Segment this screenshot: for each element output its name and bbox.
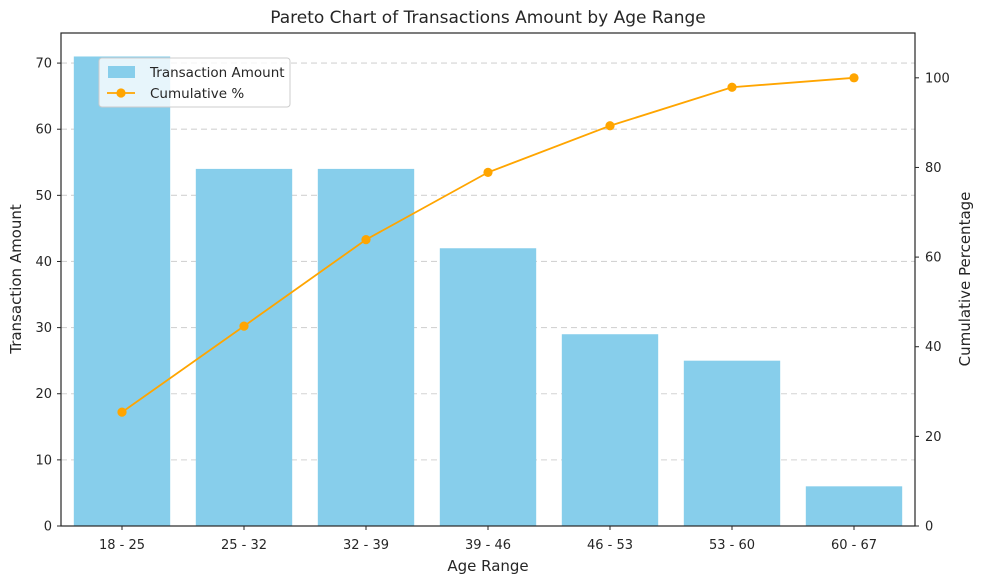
y-tick-label: 20 bbox=[35, 387, 52, 402]
y2-tick-label: 100 bbox=[925, 71, 950, 86]
y-tick-label: 10 bbox=[35, 453, 52, 468]
x-tick-label: 25 - 32 bbox=[221, 538, 267, 553]
y2-tick-label: 20 bbox=[925, 430, 942, 445]
axes: 0 10 20 30 40 50 60 70 0 20 40 60 80 100 18 - 25 25 - 3… bbox=[35, 57, 949, 553]
y2-tick-label: 80 bbox=[925, 161, 942, 176]
bar bbox=[317, 168, 415, 526]
cumulative-point bbox=[361, 235, 371, 245]
x-tick-label: 18 - 25 bbox=[99, 538, 145, 553]
bar-series bbox=[73, 56, 903, 526]
y2-tick-label: 40 bbox=[925, 340, 942, 355]
legend-swatch-marker bbox=[116, 88, 126, 98]
x-tick-label: 60 - 67 bbox=[831, 538, 877, 553]
bar bbox=[561, 334, 659, 526]
cumulative-point bbox=[239, 321, 249, 331]
y2-tick-label: 0 bbox=[925, 520, 933, 535]
x-tick-label: 53 - 60 bbox=[709, 538, 755, 553]
x-axis-label: Age Range bbox=[447, 557, 528, 575]
y-tick-label: 60 bbox=[35, 123, 52, 138]
y-tick-label: 50 bbox=[35, 189, 52, 204]
y2-tick-label: 60 bbox=[925, 251, 942, 266]
y-tick-label: 0 bbox=[44, 520, 52, 535]
y2-axis-label: Cumulative Percentage bbox=[956, 192, 974, 367]
y-axis-label: Transaction Amount bbox=[7, 204, 25, 355]
x-tick-label: 32 - 39 bbox=[343, 538, 389, 553]
cumulative-point bbox=[117, 407, 127, 417]
legend-box bbox=[98, 57, 291, 108]
cumulative-point bbox=[605, 121, 615, 131]
cumulative-point bbox=[727, 82, 737, 92]
x-tick-label: 46 - 53 bbox=[587, 538, 633, 553]
y-tick-label: 30 bbox=[35, 321, 52, 336]
legend-label-line: Cumulative % bbox=[150, 86, 244, 102]
bar bbox=[195, 168, 293, 526]
chart-title: Pareto Chart of Transactions Amount by A… bbox=[270, 8, 706, 28]
cumulative-point bbox=[849, 73, 859, 83]
cumulative-point bbox=[483, 167, 493, 177]
x-tick-label: 39 - 46 bbox=[465, 538, 511, 553]
y-tick-label: 70 bbox=[35, 57, 52, 72]
cumulative-line-series bbox=[117, 73, 859, 417]
legend: Transaction Amount Cumulative % bbox=[98, 57, 291, 108]
legend-label-bars: Transaction Amount bbox=[149, 65, 285, 81]
legend-swatch-bars bbox=[108, 66, 135, 78]
y-tick-label: 40 bbox=[35, 255, 52, 270]
bar bbox=[439, 248, 537, 526]
bar bbox=[683, 360, 781, 526]
bar bbox=[805, 486, 903, 526]
bar bbox=[73, 56, 171, 526]
